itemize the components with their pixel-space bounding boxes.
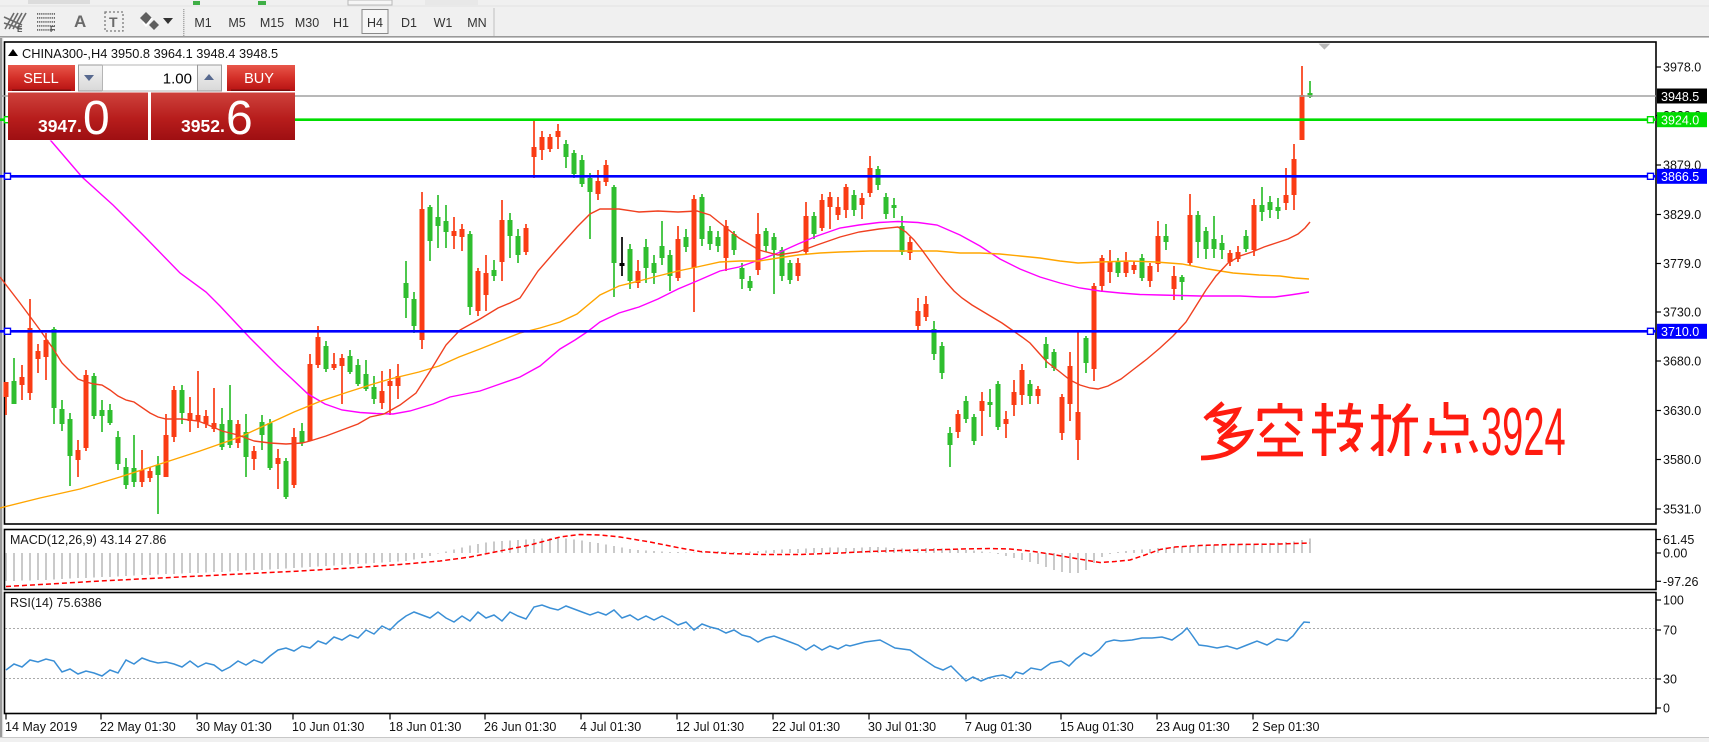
svg-text:10 Jun 01:30: 10 Jun 01:30 [292,720,364,734]
svg-text:M1: M1 [194,16,211,30]
svg-text:W1: W1 [434,16,453,30]
svg-text:100: 100 [1663,594,1684,608]
svg-text:12 Jul 01:30: 12 Jul 01:30 [676,720,744,734]
svg-text:70: 70 [1663,624,1677,638]
svg-text:22 May 01:30: 22 May 01:30 [100,720,176,734]
svg-text:3948.5: 3948.5 [1661,90,1699,104]
svg-text:30 May 01:30: 30 May 01:30 [196,720,272,734]
svg-text:3730.0: 3730.0 [1663,306,1701,320]
svg-text:MN: MN [467,16,486,30]
svg-text:0: 0 [83,92,110,145]
svg-text:0: 0 [1663,702,1670,716]
svg-text:15 Aug 01:30: 15 Aug 01:30 [1060,720,1134,734]
svg-text:14 May 2019: 14 May 2019 [5,720,77,734]
svg-text:M5: M5 [228,16,245,30]
svg-text:30: 30 [1663,673,1677,687]
svg-text:2 Sep 01:30: 2 Sep 01:30 [1252,720,1319,734]
svg-text:3531.0: 3531.0 [1663,503,1701,517]
svg-text:H4: H4 [367,16,383,30]
svg-text:-97.26: -97.26 [1663,575,1698,589]
svg-text:6: 6 [226,92,253,145]
svg-text:SELL: SELL [23,71,58,87]
svg-text:MACD(12,26,9) 43.14 27.86: MACD(12,26,9) 43.14 27.86 [10,533,166,547]
svg-text:30 Jul 01:30: 30 Jul 01:30 [868,720,936,734]
svg-text:3952: 3952 [181,116,220,136]
svg-text:1.00: 1.00 [163,71,192,88]
svg-text:T: T [109,14,118,30]
svg-text:.: . [220,116,225,136]
svg-text:M30: M30 [295,16,319,30]
svg-text:3924.0: 3924.0 [1661,114,1699,128]
svg-text:3680.0: 3680.0 [1663,355,1701,369]
svg-text:3978.0: 3978.0 [1663,61,1701,75]
svg-text:.: . [77,116,82,136]
svg-text:61.45: 61.45 [1663,533,1694,547]
svg-text:23 Aug 01:30: 23 Aug 01:30 [1156,720,1230,734]
svg-text:3924: 3924 [1481,393,1566,470]
svg-text:3630.0: 3630.0 [1663,404,1701,418]
svg-text:CHINA300-,H4 3950.8 3964.1 39: CHINA300-,H4 3950.8 3964.1 3948.4 3948.5 [22,46,278,61]
svg-text:3710.0: 3710.0 [1661,325,1699,339]
svg-text:3580.0: 3580.0 [1663,453,1701,467]
svg-text:M15: M15 [260,16,284,30]
svg-text:3866.5: 3866.5 [1661,170,1699,184]
svg-text:A: A [74,12,86,31]
svg-text:RSI(14) 75.6386: RSI(14) 75.6386 [10,596,102,610]
svg-text:D1: D1 [401,16,417,30]
svg-text:F: F [50,25,55,34]
svg-text:3829.0: 3829.0 [1663,208,1701,222]
svg-text:18 Jun 01:30: 18 Jun 01:30 [389,720,461,734]
svg-text:22 Jul 01:30: 22 Jul 01:30 [772,720,840,734]
svg-text:3779.0: 3779.0 [1663,257,1701,271]
svg-text:0.00: 0.00 [1663,547,1687,561]
svg-text:26 Jun 01:30: 26 Jun 01:30 [484,720,556,734]
svg-text:3947: 3947 [38,116,77,136]
svg-text:7 Aug 01:30: 7 Aug 01:30 [965,720,1032,734]
svg-text:E: E [17,25,23,34]
svg-text:4 Jul 01:30: 4 Jul 01:30 [580,720,641,734]
svg-text:H1: H1 [333,16,349,30]
svg-text:BUY: BUY [244,71,274,87]
